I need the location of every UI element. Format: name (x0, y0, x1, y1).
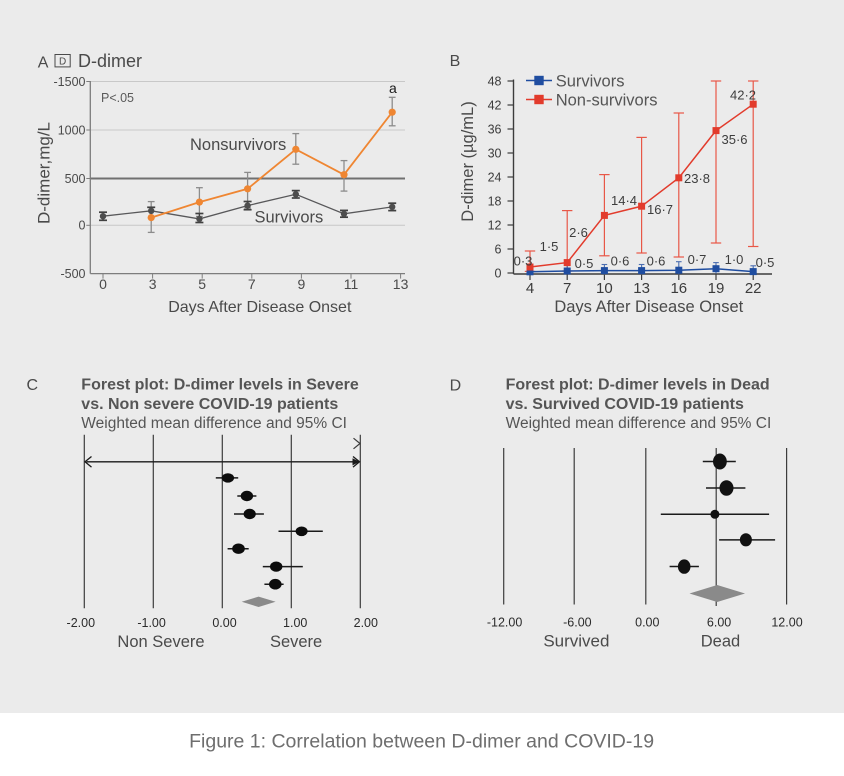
svg-text:4: 4 (526, 280, 534, 297)
svg-text:9: 9 (298, 276, 306, 292)
svg-text:30: 30 (488, 146, 502, 160)
svg-text:6.00: 6.00 (707, 616, 731, 630)
svg-text:D-dimer,mg/L: D-dimer,mg/L (35, 122, 54, 224)
svg-text:0.00: 0.00 (212, 616, 236, 630)
svg-text:0·6: 0·6 (647, 254, 666, 269)
svg-text:0·6: 0·6 (611, 254, 630, 269)
svg-text:Dead: Dead (701, 633, 740, 651)
svg-text:48: 48 (488, 74, 502, 88)
svg-text:10: 10 (596, 280, 613, 297)
svg-text:13: 13 (633, 280, 650, 297)
svg-text:24: 24 (488, 170, 502, 184)
svg-text:vs. Non severe COVID-19 patien: vs. Non severe COVID-19 patients (81, 396, 338, 413)
svg-text:36: 36 (488, 122, 502, 136)
svg-text:0: 0 (79, 219, 86, 233)
svg-text:19: 19 (708, 280, 725, 297)
svg-text:D: D (59, 57, 66, 68)
svg-text:a: a (389, 80, 397, 96)
svg-text:1000: 1000 (58, 123, 86, 137)
svg-text:12.00: 12.00 (771, 616, 802, 630)
svg-text:0: 0 (495, 266, 502, 280)
svg-text:Figure 1: Correlation between: Figure 1: Correlation between D-dimer an… (189, 731, 654, 753)
svg-text:C: C (27, 377, 39, 394)
svg-text:12: 12 (488, 218, 502, 232)
svg-text:18: 18 (488, 194, 502, 208)
svg-text:D-dimer (µg/mL): D-dimer (µg/mL) (459, 101, 477, 221)
svg-text:42·2: 42·2 (730, 88, 756, 103)
svg-text:1.00: 1.00 (283, 616, 307, 630)
svg-text:2.00: 2.00 (354, 616, 378, 630)
svg-text:23·8: 23·8 (684, 171, 710, 186)
svg-text:Survivors: Survivors (255, 209, 324, 227)
svg-text:-2.00: -2.00 (67, 616, 96, 630)
svg-text:Weighted mean difference and 9: Weighted mean difference and 95% CI (81, 415, 347, 432)
svg-text:Nonsurvivors: Nonsurvivors (190, 136, 286, 154)
svg-text:2·6: 2·6 (569, 225, 588, 240)
svg-text:16·7: 16·7 (647, 202, 673, 217)
svg-text:-500: -500 (60, 267, 85, 281)
svg-text:P<.05: P<.05 (101, 91, 134, 105)
svg-text:-6.00: -6.00 (563, 616, 592, 630)
svg-text:0·7: 0·7 (688, 252, 707, 267)
svg-text:1·5: 1·5 (540, 239, 559, 254)
svg-text:Forest plot: D-dimer levels in: Forest plot: D-dimer levels in Severe (81, 377, 359, 394)
svg-text:5: 5 (198, 276, 206, 292)
svg-text:16: 16 (670, 280, 687, 297)
svg-text:22: 22 (745, 280, 762, 297)
svg-text:Weighted mean difference and 9: Weighted mean difference and 95% CI (506, 415, 772, 432)
svg-text:Forest plot: D-dimer levels in: Forest plot: D-dimer levels in Dead (506, 377, 770, 394)
svg-text:14·4: 14·4 (611, 193, 637, 208)
svg-text:0·5: 0·5 (756, 255, 775, 270)
svg-text:Severe: Severe (270, 633, 322, 651)
svg-text:-12.00: -12.00 (487, 616, 522, 630)
svg-text:B: B (450, 53, 461, 70)
svg-text:Non Severe: Non Severe (117, 633, 204, 651)
svg-text:Non-survivors: Non-survivors (556, 92, 658, 110)
svg-text:vs. Survived COVID-19 patients: vs. Survived COVID-19 patients (506, 396, 744, 413)
svg-text:0·5: 0·5 (575, 256, 594, 271)
svg-text:1·0: 1·0 (725, 252, 744, 267)
svg-text:Survived: Survived (543, 632, 609, 651)
svg-text:3: 3 (149, 276, 157, 292)
svg-text:0.00: 0.00 (635, 616, 659, 630)
svg-text:35·6: 35·6 (721, 132, 747, 147)
svg-text:-1500: -1500 (54, 75, 86, 89)
svg-text:A: A (38, 55, 49, 72)
svg-text:7: 7 (248, 276, 256, 292)
svg-text:11: 11 (344, 276, 359, 292)
svg-text:42: 42 (488, 98, 502, 112)
svg-text:Days After Disease Onset: Days After Disease Onset (168, 299, 352, 316)
svg-text:D: D (450, 378, 462, 395)
svg-text:Survivors: Survivors (556, 73, 625, 91)
svg-text:0·3: 0·3 (514, 254, 533, 269)
svg-text:D-dimer: D-dimer (78, 51, 142, 71)
svg-text:13: 13 (393, 276, 409, 292)
svg-text:-1.00: -1.00 (137, 616, 166, 630)
svg-text:6: 6 (495, 242, 502, 256)
svg-text:7: 7 (563, 280, 571, 297)
svg-text:0: 0 (99, 276, 107, 292)
svg-text:500: 500 (65, 172, 86, 186)
svg-text:Days After Disease Onset: Days After Disease Onset (554, 298, 743, 316)
